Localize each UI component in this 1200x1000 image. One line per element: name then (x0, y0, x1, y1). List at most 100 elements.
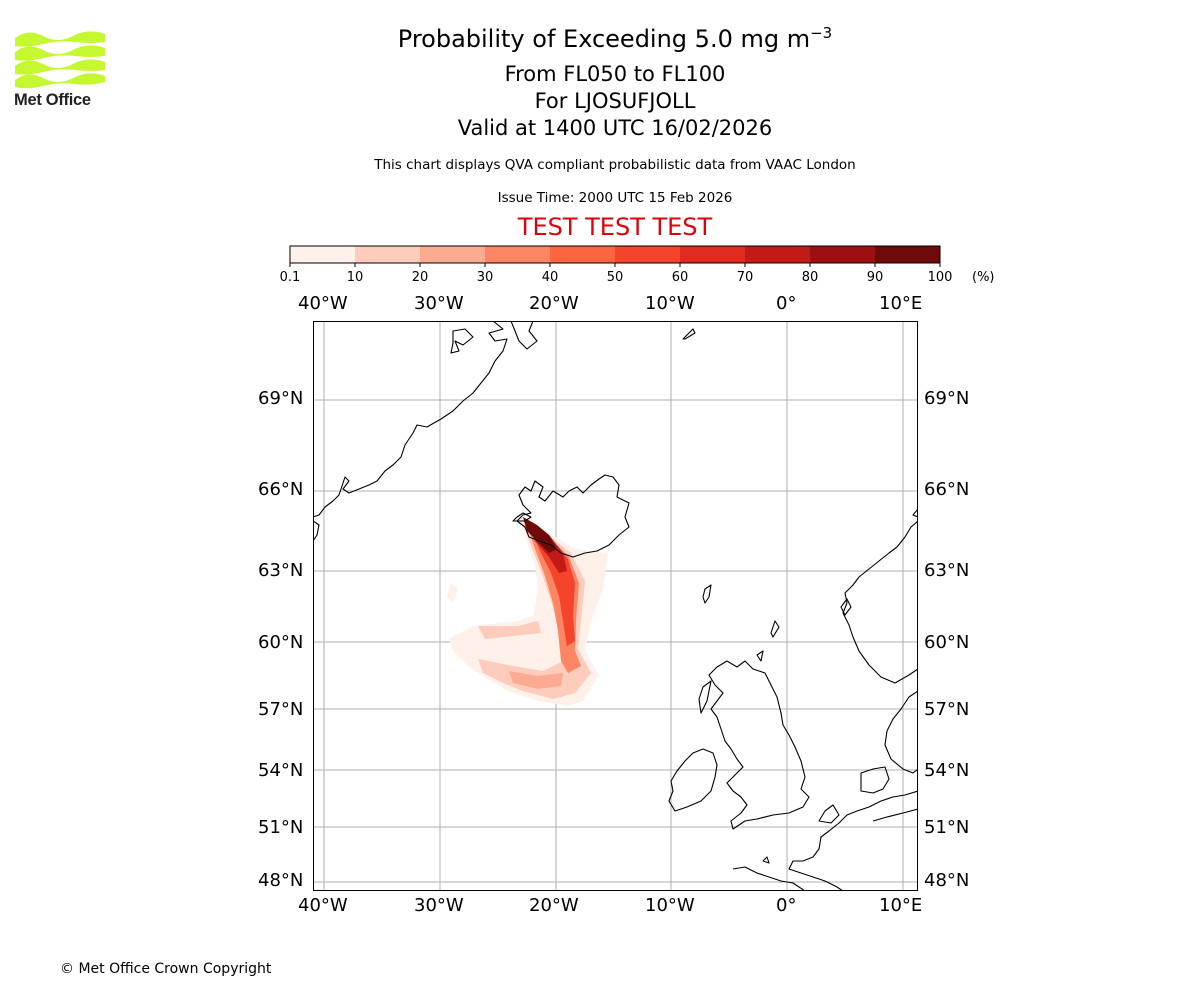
greenland-coast-south (313, 520, 320, 542)
colorbar-cell (615, 246, 681, 263)
colorbar-tick-label: 60 (671, 270, 689, 285)
norway-coast (842, 520, 918, 684)
lat-label-right-63n: 63°N (924, 560, 970, 581)
valid-time: Valid at 1400 UTC 16/02/2026 (457, 116, 773, 140)
orkney (756, 650, 764, 662)
lon-label-bottom-30w: 30°W (414, 895, 464, 916)
colorbar-cell (550, 246, 616, 263)
test-banner: TEST TEST TEST (517, 213, 713, 241)
chart-title-superscript: −3 (810, 24, 833, 42)
plume-20-40-south (509, 671, 563, 689)
logo-text: Met Office (14, 91, 91, 109)
colorbar (289, 245, 941, 267)
reykjanes-source (512, 512, 532, 522)
lon-label-bottom-0: 0° (776, 895, 797, 916)
lat-label-right-54n: 54°N (924, 760, 970, 781)
colorbar-cell (745, 246, 811, 263)
colorbar-tick-label: 40 (541, 270, 559, 285)
colorbar-tick-label: 70 (736, 270, 754, 285)
lon-label-bottom-20w: 20°W (529, 895, 579, 916)
chart-subtitle: This chart displays QVA compliant probab… (374, 157, 856, 173)
issue-time: Issue Time: 2000 UTC 15 Feb 2026 (497, 190, 733, 206)
colorbar-cell (355, 246, 421, 263)
lat-label-left-60n: 60°N (258, 632, 304, 653)
colorbar-tick-label: 0.1 (279, 270, 301, 285)
lat-label-left-63n: 63°N (258, 560, 304, 581)
colorbar-cell (680, 246, 746, 263)
colorbar-cell (810, 246, 876, 263)
sweden-coast (884, 690, 918, 774)
colorbar-tick-label: 10 (346, 270, 364, 285)
colorbar-tick-label: 20 (411, 270, 429, 285)
colorbar-unit: (%) (972, 270, 995, 285)
lat-label-right-48n: 48°N (924, 870, 970, 891)
colorbar-tick-label: 50 (606, 270, 624, 285)
lon-label-top-30w: 30°W (414, 293, 464, 314)
lat-label-right-69n: 69°N (924, 388, 970, 409)
greenland-north-islands (510, 321, 538, 350)
ireland (668, 748, 718, 812)
plume-40-60 (531, 527, 575, 646)
ash-plume (447, 516, 608, 706)
europe-coast (788, 790, 918, 891)
lon-label-top-0: 0° (776, 293, 797, 314)
chart-title: Probability of Exceeding 5.0 mg m−3 (0, 24, 1200, 53)
jan-mayen (682, 328, 696, 340)
lon-label-top-10w: 10°W (645, 293, 695, 314)
volcano-name: For LJOSUFJOLL (534, 89, 696, 113)
lon-label-bottom-40w: 40°W (298, 895, 348, 916)
lat-label-left-51n: 51°N (258, 817, 304, 838)
lat-label-right-60n: 60°N (924, 632, 970, 653)
lat-label-left-69n: 69°N (258, 388, 304, 409)
lon-label-top-20w: 20°W (529, 293, 579, 314)
flight-levels: From FL050 to FL100 (504, 62, 726, 86)
lon-label-top-10e: 10°E (879, 293, 923, 314)
colorbar-cell (485, 246, 551, 263)
logo-wave-4 (15, 73, 105, 89)
lon-label-top-40w: 40°W (298, 293, 348, 314)
germany-poland-coast (872, 808, 918, 822)
english-channel-islands (762, 856, 770, 864)
logo-wave-3 (15, 59, 105, 75)
coastlines (313, 321, 918, 891)
chart-title-main: Probability of Exceeding 5.0 mg m (397, 25, 811, 53)
greenland-north-fjords (450, 328, 474, 354)
plume-10-20-arc (478, 621, 541, 639)
plume-low-probability-west (447, 583, 458, 603)
hebrides (698, 680, 712, 714)
netherlands-coast (818, 804, 840, 824)
lon-label-bottom-10w: 10°W (645, 895, 695, 916)
colorbar-tick-label: 100 (927, 270, 953, 285)
great-britain (708, 660, 810, 830)
lat-label-right-66n: 66°N (924, 479, 970, 500)
lat-label-left-54n: 54°N (258, 760, 304, 781)
colorbar-cell (290, 246, 356, 263)
colorbar-tick-label: 90 (866, 270, 884, 285)
logo-wave-2 (15, 45, 105, 61)
copyright: © Met Office Crown Copyright (60, 961, 272, 977)
map-frame (313, 321, 918, 891)
gridlines (313, 321, 918, 891)
norway-coast-north (912, 508, 918, 518)
lat-label-left-57n: 57°N (258, 699, 304, 720)
brittany-coast (732, 866, 806, 891)
faroe-islands (702, 584, 712, 604)
colorbar-cell (875, 246, 941, 263)
map (313, 321, 918, 891)
iceland-coast (516, 474, 630, 558)
logo-wave-1 (15, 31, 105, 47)
met-office-logo (15, 31, 105, 89)
shetland-islands (770, 620, 780, 638)
map-background (313, 321, 918, 891)
colorbar-tick-label: 80 (801, 270, 819, 285)
lat-label-left-48n: 48°N (258, 870, 304, 891)
denmark-jutland (860, 766, 890, 794)
lon-label-bottom-10e: 10°E (879, 895, 923, 916)
greenland-coast (313, 321, 508, 518)
colorbar-cell (420, 246, 486, 263)
lat-label-right-57n: 57°N (924, 699, 970, 720)
colorbar-tick-label: 30 (476, 270, 494, 285)
norway-islands (840, 598, 852, 616)
lat-label-left-66n: 66°N (258, 479, 304, 500)
lat-label-right-51n: 51°N (924, 817, 970, 838)
